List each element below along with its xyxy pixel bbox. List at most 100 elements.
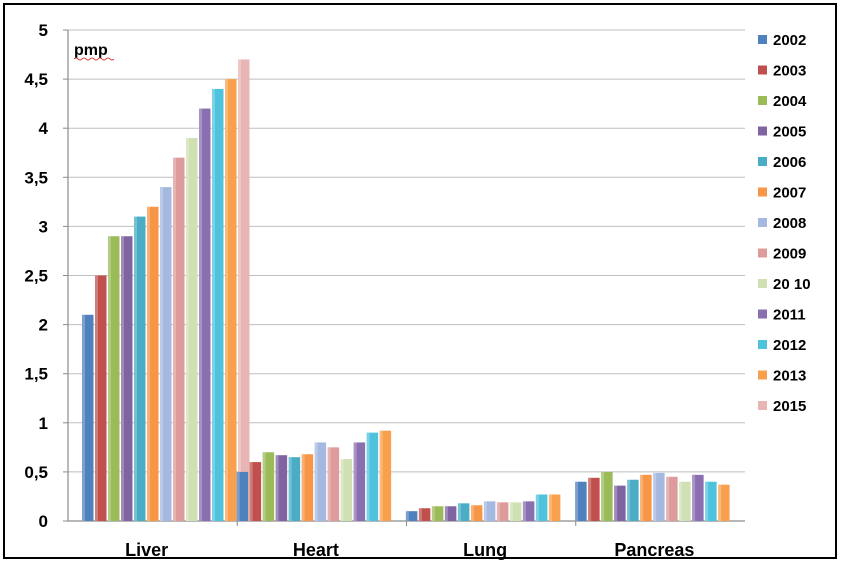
bar-body bbox=[147, 206, 159, 521]
bar-highlight bbox=[444, 506, 448, 521]
bar-body bbox=[134, 216, 146, 521]
legend-item: 2005 bbox=[758, 124, 806, 141]
bar bbox=[457, 503, 470, 521]
bar-highlight bbox=[212, 88, 215, 522]
bar-body bbox=[679, 481, 691, 521]
bar-body bbox=[405, 511, 418, 521]
bar-body bbox=[470, 505, 483, 521]
bar bbox=[353, 442, 366, 521]
bar-highlight bbox=[575, 481, 579, 521]
legend-item: 2006 bbox=[758, 154, 806, 171]
bar-highlight bbox=[134, 216, 137, 521]
bar-highlight bbox=[483, 501, 487, 521]
axis-labels: 0 0,5 1 1,5 2 2,5 3 3,5 4 4,5 5 Liver Heart Lung Pancr… bbox=[24, 21, 694, 560]
bar-highlight bbox=[431, 506, 435, 521]
bar-highlight bbox=[121, 236, 124, 521]
bar bbox=[236, 471, 249, 521]
bar-highlight bbox=[548, 494, 552, 521]
bar-body bbox=[186, 138, 198, 521]
bar-highlight bbox=[186, 138, 189, 521]
legend-label: 2005 bbox=[773, 124, 806, 141]
bar-highlight bbox=[718, 484, 722, 521]
bar bbox=[640, 474, 652, 521]
bar-highlight bbox=[522, 501, 526, 521]
bar-highlight bbox=[288, 457, 292, 521]
bar-highlight bbox=[679, 481, 683, 521]
bar bbox=[95, 275, 107, 521]
bar-body bbox=[121, 236, 133, 521]
bar-body bbox=[431, 506, 444, 521]
bar-highlight bbox=[535, 494, 539, 521]
bar-body bbox=[288, 457, 301, 521]
legend-item: 2011 bbox=[758, 307, 806, 324]
bar-body bbox=[627, 479, 639, 521]
bar bbox=[692, 474, 704, 521]
bar bbox=[262, 452, 275, 521]
legend-item: 2015 bbox=[758, 398, 806, 415]
bar-body bbox=[340, 459, 353, 521]
y-tick-label: 4,5 bbox=[24, 70, 48, 89]
bar-body bbox=[705, 481, 717, 521]
bar-highlight bbox=[353, 442, 357, 521]
bar-body bbox=[366, 432, 379, 521]
bar-highlight bbox=[627, 479, 631, 521]
bar-body bbox=[95, 275, 107, 521]
y-tick-label: 5 bbox=[39, 21, 48, 40]
bar bbox=[121, 236, 133, 521]
bar-highlight bbox=[173, 157, 176, 521]
bar-body bbox=[108, 236, 120, 521]
bar-body bbox=[238, 59, 250, 522]
bar bbox=[108, 236, 120, 521]
bar bbox=[314, 442, 327, 521]
bar-body bbox=[418, 508, 431, 521]
bar-body bbox=[262, 452, 275, 521]
bar bbox=[548, 494, 561, 521]
legend-swatch bbox=[758, 157, 767, 166]
bar-highlight bbox=[470, 505, 474, 521]
bar-highlight bbox=[275, 455, 279, 521]
bar-body bbox=[483, 501, 496, 521]
legend-swatch bbox=[758, 96, 767, 105]
bar-highlight bbox=[405, 511, 409, 521]
bar bbox=[444, 506, 457, 521]
bar-body bbox=[548, 494, 561, 521]
bar-body bbox=[212, 88, 224, 522]
legend-swatch bbox=[758, 309, 767, 319]
y-tick-label: 0 bbox=[39, 512, 48, 531]
bar-highlight bbox=[199, 108, 202, 521]
y-tick-label: 0,5 bbox=[24, 463, 48, 482]
legend-item: 2009 bbox=[758, 246, 806, 263]
bar-body bbox=[236, 471, 249, 521]
legend-label: 2002 bbox=[773, 32, 806, 49]
bar bbox=[186, 138, 198, 521]
category-label: Lung bbox=[463, 540, 507, 560]
legend-label: 2007 bbox=[773, 185, 806, 202]
spellcheck-underline bbox=[73, 57, 115, 61]
bar bbox=[535, 494, 548, 521]
bar-body bbox=[666, 476, 678, 521]
y-tick-label: 3 bbox=[39, 217, 48, 236]
bar bbox=[134, 216, 146, 521]
bar-body bbox=[601, 471, 613, 521]
bar-highlight bbox=[95, 275, 98, 521]
legend-swatch bbox=[758, 279, 767, 288]
bar bbox=[160, 187, 172, 521]
bar-highlight bbox=[653, 472, 657, 521]
bar bbox=[614, 485, 626, 521]
bar-body bbox=[225, 79, 237, 521]
legend-item: 2003 bbox=[758, 63, 806, 80]
bar-body bbox=[353, 442, 366, 521]
bar-highlight bbox=[418, 508, 422, 521]
y-tick-label: 2,5 bbox=[24, 267, 48, 286]
bar-highlight bbox=[340, 459, 344, 521]
category-label: Heart bbox=[293, 540, 339, 560]
bar-body bbox=[718, 484, 730, 521]
bar-body bbox=[301, 454, 314, 521]
bar-highlight bbox=[601, 471, 605, 521]
y-tick-label: 4 bbox=[39, 119, 49, 138]
y-tick-label: 2 bbox=[39, 316, 48, 335]
bar-body bbox=[535, 494, 548, 521]
bar-highlight bbox=[614, 485, 618, 521]
bar bbox=[340, 459, 353, 521]
